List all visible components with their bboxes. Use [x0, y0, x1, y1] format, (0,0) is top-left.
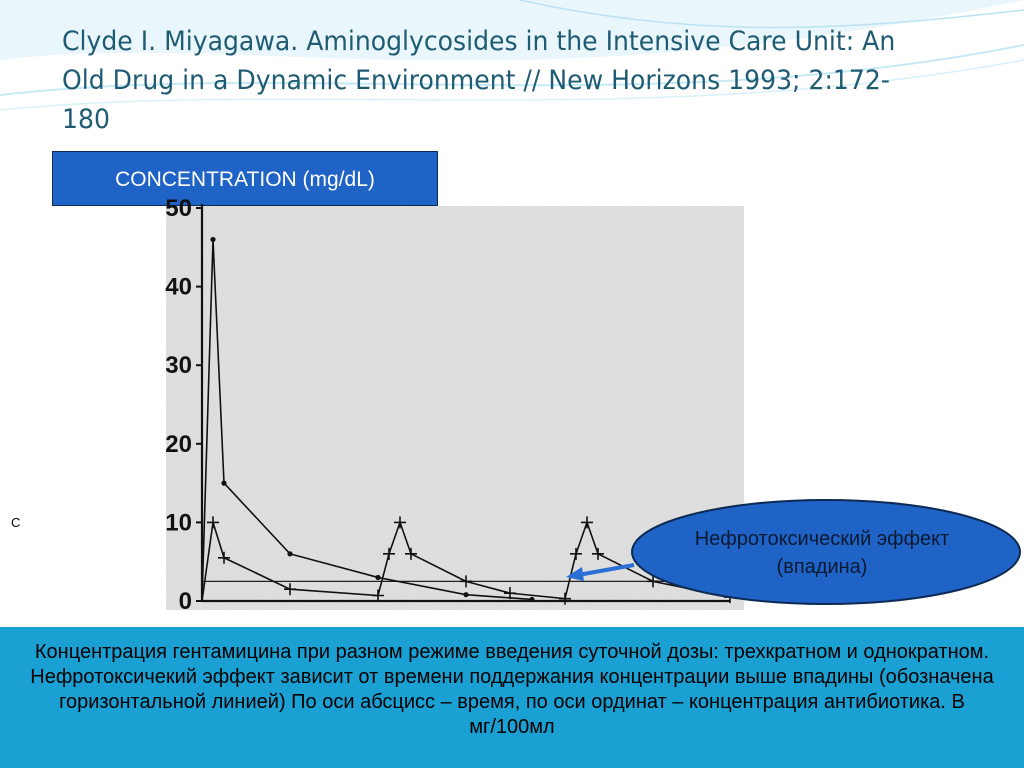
data-point [559, 592, 571, 605]
data-point [570, 547, 582, 560]
data-point [504, 587, 516, 600]
callout-line-2: (впадина) [776, 556, 868, 578]
y-tick-labels: 0 10 20 30 40 50 [165, 195, 202, 615]
data-point [647, 575, 659, 588]
nephrotoxic-callout [631, 499, 1021, 605]
data-point [375, 574, 381, 581]
stray-letter: C [11, 515, 21, 530]
data-point [210, 236, 216, 243]
data-point [592, 547, 604, 560]
data-point [372, 589, 384, 602]
chart-axes [200, 204, 730, 603]
data-point [383, 547, 395, 560]
series-line-2 [201, 519, 731, 602]
y-tick-label: 40 [165, 274, 192, 301]
y-tick-label: 0 [179, 588, 192, 615]
data-point [394, 516, 406, 529]
y-tick-label: 30 [165, 352, 192, 379]
y-tick-label: 20 [165, 431, 192, 458]
slide-title: Clyde I. Miyagawa. Aminoglycosides in th… [62, 26, 896, 135]
data-point [287, 551, 293, 557]
data-point [463, 592, 469, 598]
callout-text: Нефротоксический эффект (впадина) [630, 525, 1014, 581]
y-tick-label: 10 [165, 509, 192, 536]
caption-band [0, 627, 1024, 768]
concentration-label-box: CONCENTRATION (mg/dL) [52, 151, 438, 206]
data-point [529, 596, 535, 603]
data-point [221, 480, 227, 486]
data-point [284, 583, 296, 596]
callout-arrow [566, 563, 635, 581]
y-tick-label: 50 [165, 195, 192, 222]
data-point [218, 551, 230, 564]
slide-caption: Концентрация гентамицина при разном режи… [30, 641, 994, 738]
callout-line-1: Нефротоксический эффект [694, 528, 950, 550]
data-point [207, 516, 219, 529]
data-point [405, 547, 417, 560]
data-point [460, 575, 472, 588]
data-point [581, 516, 593, 529]
